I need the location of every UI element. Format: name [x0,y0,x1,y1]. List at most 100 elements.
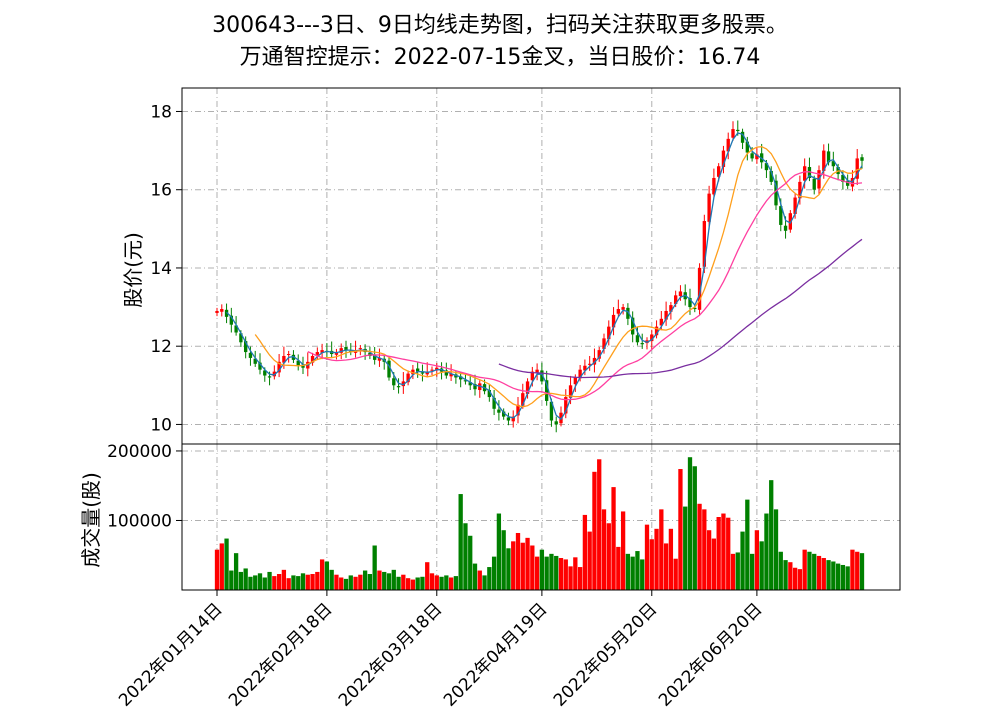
volume-bar [711,538,717,590]
volume-bar [482,575,487,590]
volume-bar [649,539,654,590]
volume-bar [568,566,573,590]
volume-bar [348,575,353,590]
volume-bar [468,535,473,590]
candle-body [802,166,807,181]
volume-bar [539,549,545,590]
candle-body [544,380,549,401]
candle-body [678,291,683,297]
volume-bar [382,571,387,590]
volume-bar [324,561,330,590]
candle-body [215,310,219,313]
candle-body [702,221,707,267]
candle-body [406,373,410,383]
candle-body [387,360,391,378]
candle-body [841,174,845,182]
volume-bar [802,549,807,590]
volume-bar [807,551,812,590]
candle-body [344,346,348,351]
volume-bar [797,569,803,590]
candle-body [611,314,616,328]
candle-body [401,381,406,387]
volume-bar [501,530,506,590]
candle-body [392,378,396,386]
volume-bar [511,541,516,590]
volume-bar [305,574,310,590]
volume-bar [816,555,822,590]
x-tick-label: 2022年04月19日 [440,599,551,710]
candle-body [673,295,678,304]
candle-body [277,361,281,373]
candle-body [712,177,716,195]
candle-body [750,153,754,159]
volume-bar [558,558,564,590]
candle-body [845,180,850,186]
candle-body [540,370,544,382]
volume-bar [855,551,860,590]
candle-body [745,141,750,153]
volume-bar [238,571,244,590]
volume-bar [520,542,525,590]
volume-bar [640,559,645,590]
volume-bar [812,553,817,590]
x-tick-label: 2022年01月14日 [115,599,226,710]
volume-bar [362,570,368,590]
candle-body [783,225,788,231]
volume-bar [329,569,334,590]
candle-body [372,354,377,360]
volume-bar [764,513,769,590]
volume-bar [272,576,277,590]
volume-bar [773,509,779,590]
volume-bar [687,457,693,590]
candle-body [554,421,558,425]
candle-body [463,380,468,382]
candle-body [315,352,320,355]
candle-body [535,369,539,373]
ma-line-3 [226,132,863,421]
candle-body [798,181,802,199]
price-tick-label: 12 [150,337,172,357]
volume-bar [415,577,420,590]
chart-title-line-1: 300643---3日、9日均线走势图，扫码关注获取更多股票。 [212,13,788,38]
candle-body [497,409,501,413]
volume-bars [214,457,865,590]
ma-line-20 [307,171,863,401]
volume-bar [778,551,783,590]
volume-bar [721,513,726,590]
candle-body [444,370,449,376]
volume-bar [749,553,755,590]
volume-bar [453,576,459,590]
candle-body [282,355,286,363]
x-axis-ticks: 2022年01月14日2022年02月18日2022年03月18日2022年04… [115,590,766,711]
volume-bar [697,503,702,590]
price-grid [182,88,900,444]
volume-y-axis-label: 成交量(股) [79,472,103,568]
candle-body [597,350,601,359]
volume-bar [219,543,224,590]
volume-bar [343,578,349,590]
candle-body [822,150,826,171]
volume-bar [262,577,267,590]
volume-bar [472,563,478,590]
candle-body [334,352,339,355]
candle-body [239,333,243,343]
candle-body [358,348,363,350]
candle-body [310,355,315,363]
candle-body [229,315,234,325]
volume-bar [491,556,497,590]
candle-body [564,397,568,414]
volume-bar [334,574,339,590]
volume-bar [496,513,502,590]
candle-body [688,298,692,308]
volume-bar [425,562,430,590]
candle-body [377,357,382,361]
candle-body [731,129,735,138]
candle-body [549,401,554,421]
volume-bar [630,556,635,590]
volume-bar [458,494,463,590]
candle-body [263,370,267,376]
volume-bar [563,559,568,590]
volume-bar [592,471,597,590]
price-tick-label: 18 [150,102,172,122]
